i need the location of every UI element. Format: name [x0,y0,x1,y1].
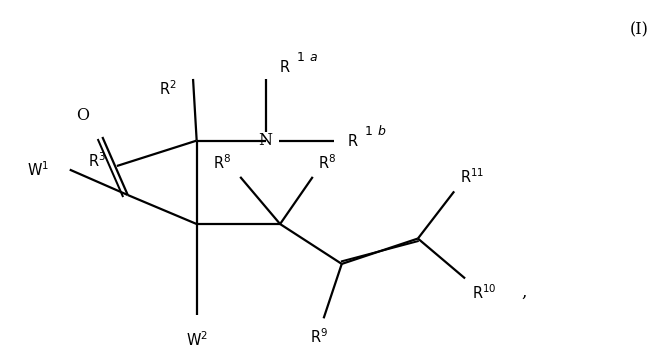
Text: (I): (I) [630,21,649,38]
Text: $\mathrm{R}$: $\mathrm{R}$ [279,58,290,75]
Text: $\mathrm{R^{11}}$: $\mathrm{R^{11}}$ [460,168,484,186]
Text: $\mathrm{R^{10}}$: $\mathrm{R^{10}}$ [472,283,497,302]
Text: $\mathrm{R^{8}}$: $\mathrm{R^{8}}$ [318,153,336,172]
Text: $\mathrm{R^{2}}$: $\mathrm{R^{2}}$ [159,79,177,98]
Text: $\mathrm{R^{3}}$: $\mathrm{R^{3}}$ [88,152,106,170]
Text: $\mathrm{R^{8}}$: $\mathrm{R^{8}}$ [213,153,231,172]
Text: $\mathrm{1}$: $\mathrm{1}$ [296,51,305,64]
Text: N: N [259,132,272,149]
Text: ,: , [522,283,527,300]
Text: $\mathit{a}$: $\mathit{a}$ [309,51,318,64]
Text: $\mathrm{1}$: $\mathrm{1}$ [364,125,373,138]
Text: $\mathrm{R}$: $\mathrm{R}$ [347,132,359,149]
Text: $\mathrm{W^{1}}$: $\mathrm{W^{1}}$ [27,160,50,179]
Text: $\mathrm{R^{9}}$: $\mathrm{R^{9}}$ [310,328,328,347]
Text: $\mathrm{W^{2}}$: $\mathrm{W^{2}}$ [186,331,207,349]
Text: O: O [76,107,90,124]
Text: $\mathit{b}$: $\mathit{b}$ [377,124,387,138]
